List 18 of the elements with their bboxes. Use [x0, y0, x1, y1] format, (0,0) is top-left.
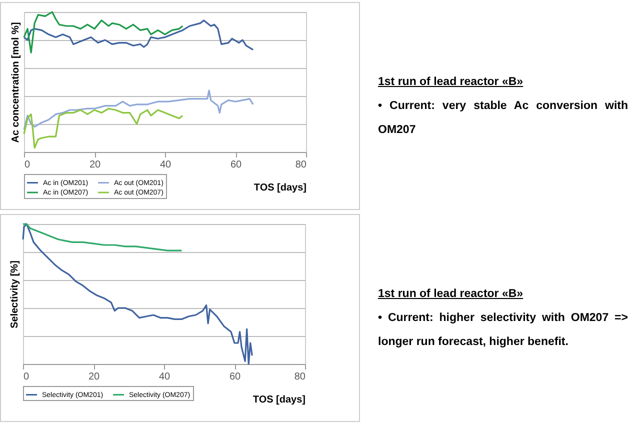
- y-axis-title: Selectivity [%]: [10, 260, 20, 328]
- text: • Current: higher selectivity with OM207 => longer run forecast, higher benefit.: [378, 311, 628, 350]
- text: 1st run of lead reactor «B»: [378, 287, 524, 302]
- x-tick-label: 40: [158, 372, 170, 382]
- x-tick-label: 80: [295, 160, 307, 170]
- x-tick-label: 80: [294, 372, 306, 382]
- x-tick-label: 20: [89, 160, 101, 170]
- x-tick-label: 60: [230, 160, 242, 170]
- y-axis-title: Ac concentration [mol %]: [10, 22, 22, 143]
- x-tick-label: 40: [160, 160, 172, 170]
- text: • Current: very stable Ac conversion with OM207: [378, 99, 628, 138]
- x-tick-label: 60: [229, 372, 241, 382]
- x-tick-label: 20: [88, 372, 100, 382]
- x-tick-label: 0: [24, 160, 30, 170]
- x-tick-label: 0: [24, 372, 30, 382]
- x-axis-title: TOS [days]: [254, 182, 306, 194]
- text: 1st run of lead reactor «B»: [378, 75, 524, 90]
- x-axis-title: TOS [days]: [252, 394, 306, 406]
